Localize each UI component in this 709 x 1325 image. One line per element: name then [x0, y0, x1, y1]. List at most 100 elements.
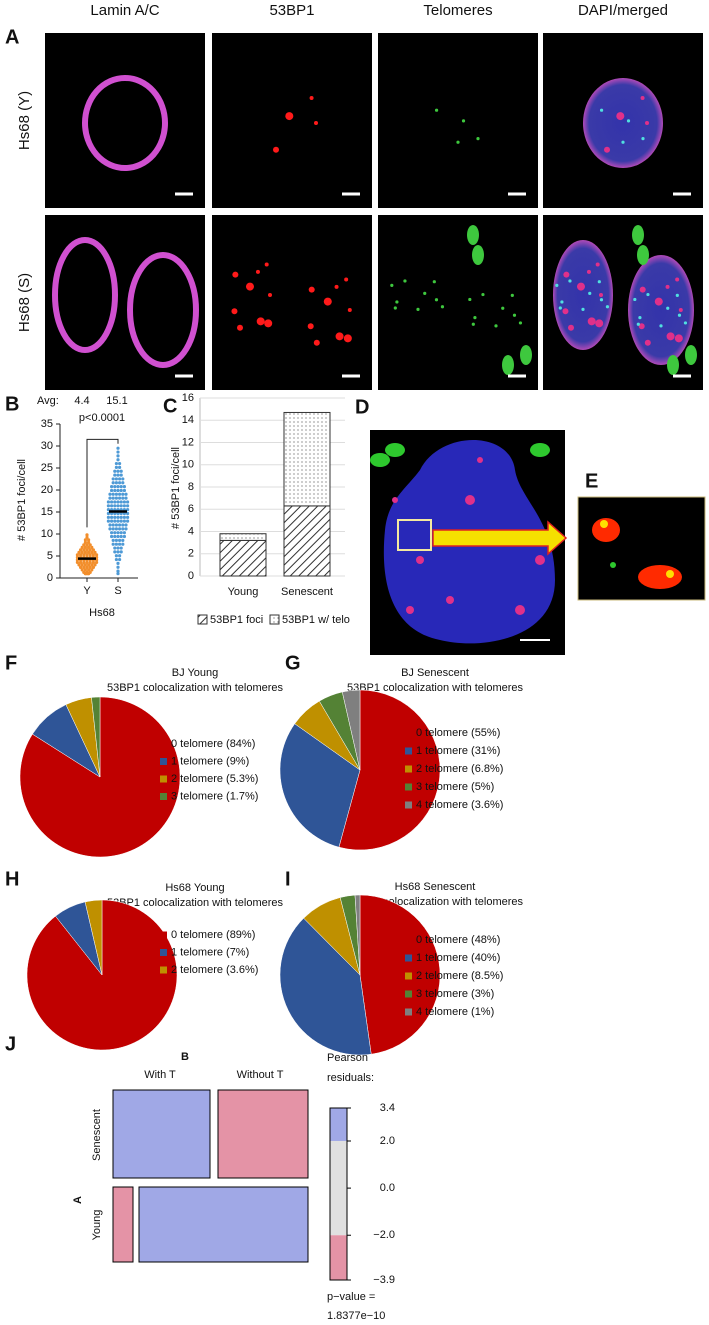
swarm-dot — [124, 492, 128, 496]
swarm-dot — [87, 550, 91, 554]
swarm-dot — [82, 553, 86, 557]
legend-label: 1 telomere (31%) — [416, 745, 500, 757]
focus — [645, 121, 649, 125]
focus — [666, 332, 675, 341]
factor-label: B — [181, 1051, 189, 1063]
y-axis-label: # 53BP1 foci/cell — [170, 447, 182, 529]
legend-swatch — [405, 954, 412, 962]
colorbar-segment — [330, 1235, 347, 1280]
legend-swatch — [405, 765, 412, 773]
debris — [530, 443, 550, 457]
pie-slice — [84, 899, 103, 976]
telomere-dot — [423, 291, 427, 295]
x-tick-label: Senescent — [281, 586, 333, 598]
swarm-dot — [126, 519, 130, 523]
swarm-dot — [116, 565, 120, 569]
telomere-dot — [599, 298, 604, 302]
swarm-dot — [119, 519, 123, 523]
debris — [385, 443, 405, 457]
swarm-dot — [83, 563, 87, 567]
telomere-dot — [675, 293, 679, 297]
swarm-dot — [121, 523, 125, 527]
swarm-dot — [119, 546, 123, 550]
swarm-dot — [85, 560, 89, 564]
tick-label: −2.0 — [373, 1229, 395, 1241]
swarm-dot — [113, 485, 117, 489]
swarm-dot — [110, 500, 114, 504]
swarm-dot — [85, 570, 89, 574]
merged-nucleus — [628, 255, 694, 365]
y-tick-label: 10 — [182, 459, 194, 471]
telomere-dot — [558, 306, 562, 310]
telomere-dot — [501, 306, 505, 310]
column-label: Without T — [237, 1069, 284, 1081]
significance-bracket — [86, 438, 119, 528]
swarm-dot — [108, 496, 112, 500]
legend-swatch — [160, 758, 167, 765]
y-tick-label: 15 — [41, 506, 53, 518]
swarm-dot — [113, 534, 117, 539]
colorbar-segment — [330, 1140, 347, 1236]
avg-value: 15.1 — [106, 395, 127, 407]
focus-core — [666, 570, 674, 578]
swarm-dot — [95, 553, 99, 557]
y-tick-label: 0 — [47, 572, 53, 584]
swarm-dot — [91, 548, 95, 552]
pie-title: Hs68 Senescent — [395, 881, 476, 893]
swarm-dot — [118, 538, 122, 542]
swarm-dot — [118, 496, 122, 500]
merged-nucleus — [553, 240, 613, 350]
pie-slice — [279, 723, 361, 848]
telomere-dot — [555, 283, 559, 288]
telomere-dot — [471, 322, 475, 326]
bar-segment — [219, 539, 267, 577]
y-tick-label: 35 — [41, 418, 53, 430]
content: A Lamin A/C 53BP1 Telomeres DAPI/merged Hs68 … — [5, 2, 706, 1322]
swarm-dot — [110, 504, 114, 508]
legend-swatch — [197, 614, 208, 625]
swarm-dot — [118, 481, 122, 485]
swarm-dot — [121, 496, 125, 500]
legend-label: 3 telomere (3%) — [416, 988, 494, 1000]
pie-slice — [359, 894, 441, 1055]
column-label: With T — [144, 1069, 176, 1081]
swarm-dot — [82, 570, 86, 574]
legend-swatch — [405, 783, 412, 791]
legend-label: 53BP1 foci — [210, 614, 263, 626]
swarm-dot — [116, 473, 120, 477]
legend-swatch — [160, 793, 167, 800]
swarm-dot — [114, 465, 118, 469]
swarm-dot — [79, 565, 83, 569]
swarm-dot — [108, 492, 112, 496]
tick-label: 3.4 — [380, 1102, 395, 1114]
legend-swatch — [269, 614, 280, 625]
focus — [640, 96, 645, 101]
telomere-dot — [476, 137, 480, 141]
swarm-dot — [118, 461, 122, 466]
focus — [446, 596, 454, 604]
column-header: 53BP1 — [269, 2, 314, 19]
swarm-dot — [79, 553, 83, 557]
factor-label: A — [72, 1196, 84, 1204]
swarm-dot — [83, 540, 87, 544]
pie-title: BJ Senescent — [401, 667, 469, 679]
swarm-dot — [79, 560, 83, 564]
swarm-dot — [85, 553, 89, 557]
swarm-dot — [121, 538, 125, 542]
focus — [347, 308, 352, 312]
swarm-dot — [79, 548, 83, 552]
swarm-dot — [110, 519, 114, 523]
arrow — [432, 520, 568, 556]
swarm-dot — [93, 550, 97, 554]
swarm-dot — [119, 488, 123, 493]
legend-label: 0 telomere (89%) — [171, 929, 255, 941]
focus — [231, 308, 238, 315]
swarm-dot — [113, 488, 117, 493]
panel-label: H — [5, 868, 19, 890]
swarm-dot — [116, 519, 120, 523]
legend-label: 53BP1 w/ telo — [282, 614, 350, 626]
pie-slice — [342, 689, 361, 771]
telomere-dot — [646, 292, 650, 297]
focus — [595, 319, 604, 328]
focus — [245, 282, 254, 291]
